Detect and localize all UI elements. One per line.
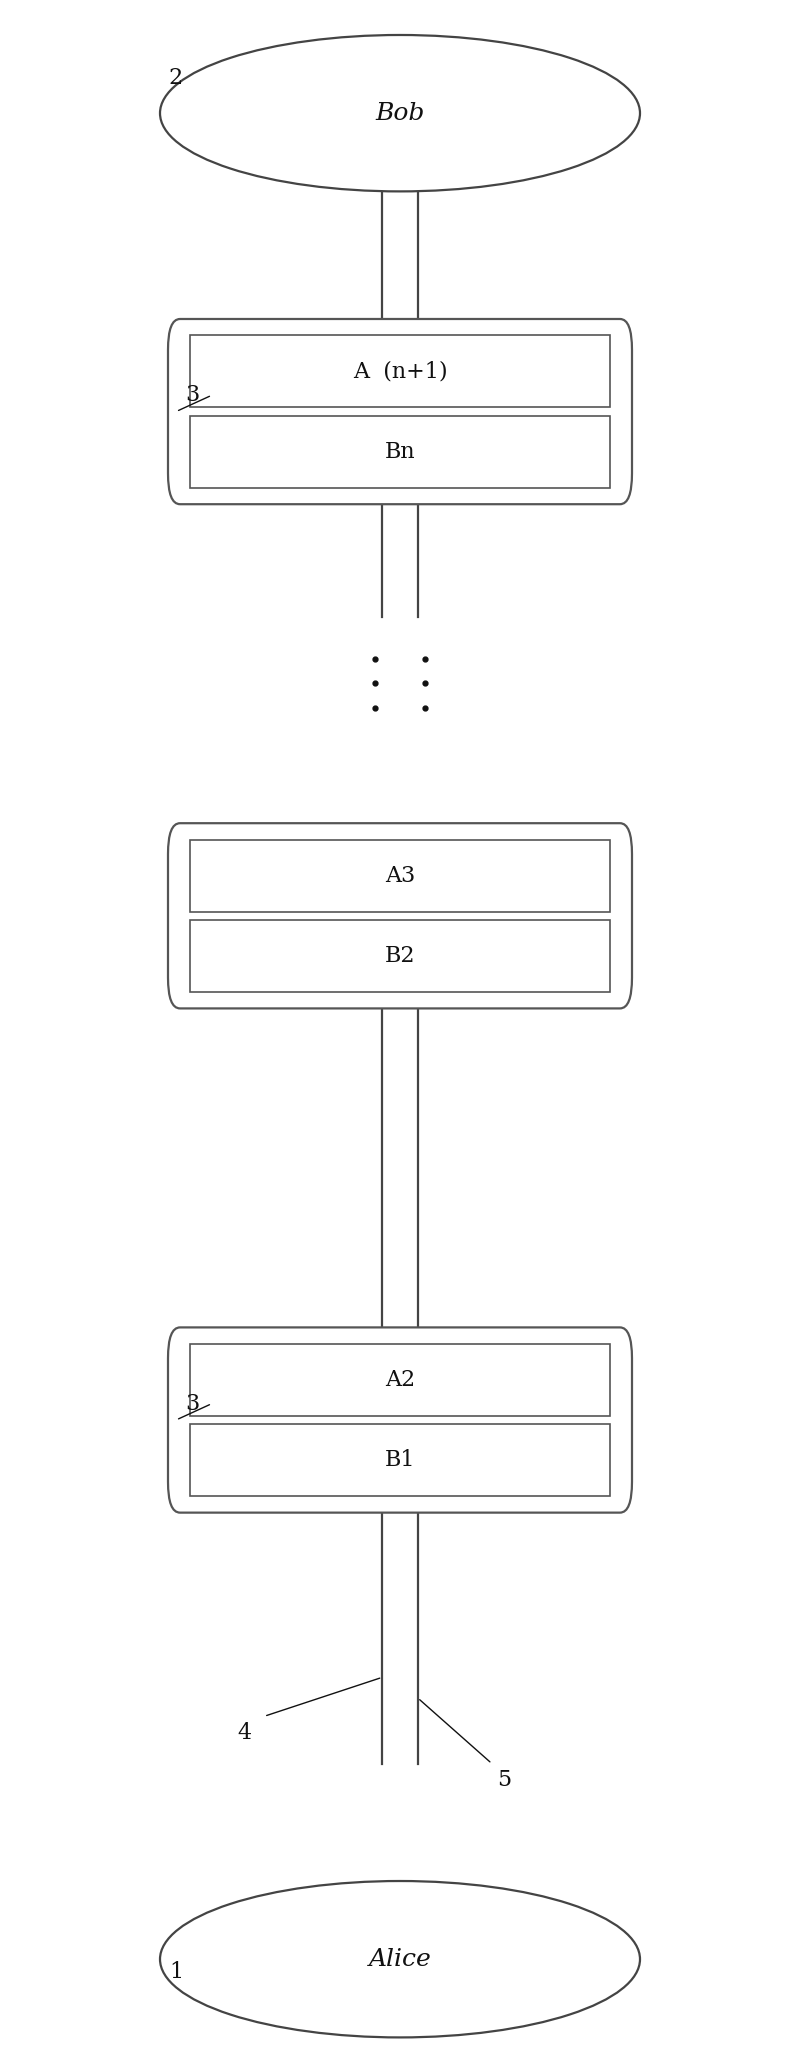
FancyBboxPatch shape <box>168 823 632 1008</box>
Bar <box>190 1424 610 1496</box>
Text: A2: A2 <box>385 1369 415 1391</box>
Ellipse shape <box>160 1881 640 2037</box>
Bar <box>190 920 610 992</box>
Text: B1: B1 <box>385 1449 415 1471</box>
Text: Bn: Bn <box>385 440 415 463</box>
Text: 2: 2 <box>169 68 183 88</box>
Bar <box>190 1344 610 1416</box>
Text: 3: 3 <box>185 385 199 405</box>
Text: 4: 4 <box>237 1723 251 1743</box>
FancyBboxPatch shape <box>168 1327 632 1513</box>
FancyBboxPatch shape <box>168 319 632 504</box>
Text: 1: 1 <box>169 1961 183 1982</box>
Text: A  (n+1): A (n+1) <box>353 360 447 383</box>
Bar <box>190 840 610 912</box>
Text: 5: 5 <box>497 1770 511 1790</box>
Text: 3: 3 <box>185 1393 199 1414</box>
Text: A3: A3 <box>385 864 415 887</box>
Ellipse shape <box>160 35 640 191</box>
Bar <box>190 335 610 407</box>
Text: Alice: Alice <box>369 1947 431 1972</box>
Bar <box>190 416 610 488</box>
Text: Bob: Bob <box>375 101 425 126</box>
Text: B2: B2 <box>385 945 415 967</box>
